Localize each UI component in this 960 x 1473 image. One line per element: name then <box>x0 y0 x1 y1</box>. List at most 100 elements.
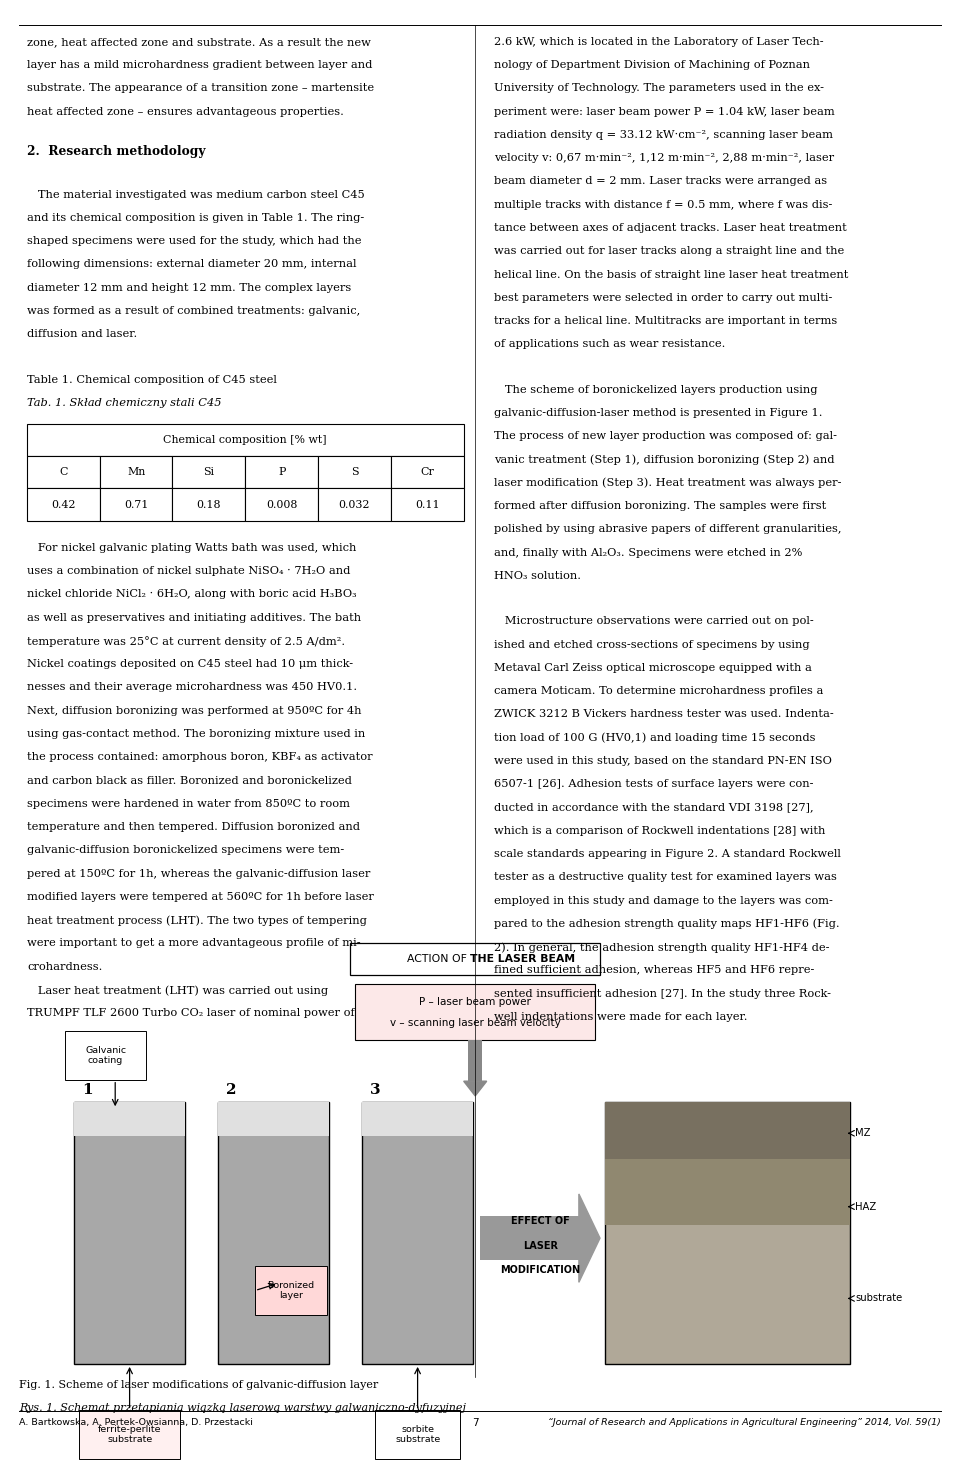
Text: tance between axes of adjacent tracks. Laser heat treatment: tance between axes of adjacent tracks. L… <box>494 222 847 233</box>
Text: multiple tracks with distance f = 0.5 mm, where f was dis-: multiple tracks with distance f = 0.5 mm… <box>494 200 832 209</box>
Text: Fig. 1. Scheme of laser modifications of galvanic-diffusion layer: Fig. 1. Scheme of laser modifications of… <box>19 1380 378 1391</box>
Text: camera Moticam. To determine microhardness profiles a: camera Moticam. To determine microhardne… <box>494 686 824 697</box>
FancyBboxPatch shape <box>75 1102 184 1136</box>
Text: Table 1. Chemical composition of C45 steel: Table 1. Chemical composition of C45 ste… <box>27 374 276 384</box>
FancyBboxPatch shape <box>605 1102 850 1364</box>
FancyBboxPatch shape <box>255 1267 326 1315</box>
Text: were important to get a more advantageous profile of mi-: were important to get a more advantageou… <box>27 938 361 949</box>
Text: was formed as a result of combined treatments: galvanic,: was formed as a result of combined treat… <box>27 306 360 317</box>
Polygon shape <box>464 1081 487 1096</box>
Text: laser modification (Step 3). Heat treatment was always per-: laser modification (Step 3). Heat treatm… <box>494 477 842 489</box>
FancyBboxPatch shape <box>65 1031 147 1080</box>
Text: Si: Si <box>204 467 214 477</box>
Text: MZ: MZ <box>855 1128 871 1139</box>
Text: 6507-1 [26]. Adhesion tests of surface layers were con-: 6507-1 [26]. Adhesion tests of surface l… <box>494 779 814 790</box>
FancyBboxPatch shape <box>75 1102 184 1364</box>
FancyBboxPatch shape <box>391 489 464 521</box>
Text: uses a combination of nickel sulphate NiSO₄ · 7H₂O and: uses a combination of nickel sulphate Ni… <box>27 566 350 576</box>
Text: periment were: laser beam power P = 1.04 kW, laser beam: periment were: laser beam power P = 1.04… <box>494 106 835 116</box>
Text: ducted in accordance with the standard VDI 3198 [27],: ducted in accordance with the standard V… <box>494 803 814 813</box>
Text: substrate. The appearance of a transition zone – martensite: substrate. The appearance of a transitio… <box>27 84 374 93</box>
Text: velocity v: 0,67 m·min⁻², 1,12 m·min⁻², 2,88 m·min⁻², laser: velocity v: 0,67 m·min⁻², 1,12 m·min⁻², … <box>494 153 834 164</box>
FancyBboxPatch shape <box>173 457 246 489</box>
Text: University of Technology. The parameters used in the ex-: University of Technology. The parameters… <box>494 84 825 93</box>
Text: For nickel galvanic plating Watts bath was used, which: For nickel galvanic plating Watts bath w… <box>27 544 356 552</box>
Text: of applications such as wear resistance.: of applications such as wear resistance. <box>494 339 726 349</box>
Text: 0.008: 0.008 <box>266 499 298 510</box>
FancyBboxPatch shape <box>27 457 100 489</box>
Text: pared to the adhesion strength quality maps HF1-HF6 (Fig.: pared to the adhesion strength quality m… <box>494 919 840 929</box>
FancyBboxPatch shape <box>318 489 391 521</box>
Text: radiation density q = 33.12 kW·cm⁻², scanning laser beam: radiation density q = 33.12 kW·cm⁻², sca… <box>494 130 833 140</box>
Text: sorbite
substrate: sorbite substrate <box>395 1424 441 1445</box>
FancyBboxPatch shape <box>27 424 464 457</box>
Text: 2: 2 <box>227 1083 236 1097</box>
FancyBboxPatch shape <box>246 489 318 521</box>
Text: P: P <box>278 467 285 477</box>
Text: Microstructure observations were carried out on pol-: Microstructure observations were carried… <box>494 616 814 626</box>
Text: Tab. 1. Skład chemiczny stali C45: Tab. 1. Skład chemiczny stali C45 <box>27 398 222 408</box>
Text: P – laser beam power: P – laser beam power <box>420 997 531 1008</box>
FancyBboxPatch shape <box>246 457 318 489</box>
Text: were used in this study, based on the standard PN-EN ISO: were used in this study, based on the st… <box>494 756 832 766</box>
Text: shaped specimens were used for the study, which had the: shaped specimens were used for the study… <box>27 236 361 246</box>
Text: zone, heat affected zone and substrate. As a result the new: zone, heat affected zone and substrate. … <box>27 37 371 47</box>
Text: 0.71: 0.71 <box>124 499 148 510</box>
Text: ished and etched cross-sections of specimens by using: ished and etched cross-sections of speci… <box>494 639 810 650</box>
Text: 0.032: 0.032 <box>339 499 371 510</box>
FancyBboxPatch shape <box>355 984 595 1040</box>
Text: using gas-contact method. The boronizing mixture used in: using gas-contact method. The boronizing… <box>27 729 365 739</box>
Text: Metaval Carl Zeiss optical microscope equipped with a: Metaval Carl Zeiss optical microscope eq… <box>494 663 812 673</box>
Text: MODIFICATION: MODIFICATION <box>500 1265 580 1274</box>
Text: heat treatment process (LHT). The two types of tempering: heat treatment process (LHT). The two ty… <box>27 915 367 925</box>
FancyBboxPatch shape <box>480 1217 579 1261</box>
Text: Laser heat treatment (LHT) was carried out using: Laser heat treatment (LHT) was carried o… <box>27 985 328 996</box>
Text: modified layers were tempered at 560ºC for 1h before laser: modified layers were tempered at 560ºC f… <box>27 893 373 901</box>
Text: Chemical composition [% wt]: Chemical composition [% wt] <box>163 435 327 445</box>
FancyBboxPatch shape <box>375 1411 460 1458</box>
Text: diameter 12 mm and height 12 mm. The complex layers: diameter 12 mm and height 12 mm. The com… <box>27 283 351 293</box>
FancyBboxPatch shape <box>362 1102 472 1364</box>
Text: EFFECT OF: EFFECT OF <box>511 1217 569 1227</box>
Text: The scheme of boronickelized layers production using: The scheme of boronickelized layers prod… <box>494 384 818 395</box>
Text: substrate: substrate <box>855 1293 902 1304</box>
Text: tracks for a helical line. Multitracks are important in terms: tracks for a helical line. Multitracks a… <box>494 317 838 326</box>
FancyBboxPatch shape <box>100 489 173 521</box>
Text: “Journal of Research and Applications in Agricultural Engineering” 2014, Vol. 59: “Journal of Research and Applications in… <box>548 1418 941 1427</box>
Text: nesses and their average microhardness was 450 HV0.1.: nesses and their average microhardness w… <box>27 682 357 692</box>
Text: 0.18: 0.18 <box>197 499 221 510</box>
Text: sented insufficient adhesion [27]. In the study three Rock-: sented insufficient adhesion [27]. In th… <box>494 988 831 999</box>
Text: Mn: Mn <box>127 467 145 477</box>
Text: 1: 1 <box>83 1083 93 1097</box>
Text: ZWICK 3212 B Vickers hardness tester was used. Indenta-: ZWICK 3212 B Vickers hardness tester was… <box>494 710 834 719</box>
Text: Boronized
layer: Boronized layer <box>267 1282 315 1301</box>
FancyBboxPatch shape <box>605 1159 850 1226</box>
Text: LASER: LASER <box>523 1242 558 1251</box>
Text: HNO₃ solution.: HNO₃ solution. <box>494 572 582 580</box>
Text: fined sufficient adhesion, whereas HF5 and HF6 repre-: fined sufficient adhesion, whereas HF5 a… <box>494 965 815 975</box>
Text: S: S <box>350 467 358 477</box>
Text: ACTION OF: ACTION OF <box>407 955 470 963</box>
Text: nickel chloride NiCl₂ · 6H₂O, along with boric acid H₃BO₃: nickel chloride NiCl₂ · 6H₂O, along with… <box>27 589 356 600</box>
Text: helical line. On the basis of straight line laser heat treatment: helical line. On the basis of straight l… <box>494 270 849 280</box>
Text: THE LASER BEAM: THE LASER BEAM <box>470 955 576 963</box>
Text: galvanic-diffusion boronickelized specimens were tem-: galvanic-diffusion boronickelized specim… <box>27 846 344 856</box>
FancyBboxPatch shape <box>391 457 464 489</box>
Text: 7: 7 <box>472 1418 478 1429</box>
Text: heat affected zone – ensures advantageous properties.: heat affected zone – ensures advantageou… <box>27 106 344 116</box>
FancyBboxPatch shape <box>218 1102 328 1136</box>
Text: 0.42: 0.42 <box>51 499 76 510</box>
FancyBboxPatch shape <box>27 489 100 521</box>
Text: following dimensions: external diameter 20 mm, internal: following dimensions: external diameter … <box>27 259 356 270</box>
FancyBboxPatch shape <box>362 1102 472 1136</box>
Text: 0.11: 0.11 <box>415 499 440 510</box>
Text: employed in this study and damage to the layers was com-: employed in this study and damage to the… <box>494 896 833 906</box>
Text: beam diameter d = 2 mm. Laser tracks were arranged as: beam diameter d = 2 mm. Laser tracks wer… <box>494 177 828 187</box>
Text: as well as preservatives and initiating additives. The bath: as well as preservatives and initiating … <box>27 613 361 623</box>
Text: galvanic-diffusion-laser method is presented in Figure 1.: galvanic-diffusion-laser method is prese… <box>494 408 823 418</box>
FancyBboxPatch shape <box>318 457 391 489</box>
Text: the process contained: amorphous boron, KBF₄ as activator: the process contained: amorphous boron, … <box>27 753 372 763</box>
Text: and carbon black as filler. Boronized and boronickelized: and carbon black as filler. Boronized an… <box>27 776 351 785</box>
Text: Next, diffusion boronizing was performed at 950ºC for 4h: Next, diffusion boronizing was performed… <box>27 706 361 716</box>
Text: TRUMPF TLF 2600 Turbo CO₂ laser of nominal power of: TRUMPF TLF 2600 Turbo CO₂ laser of nomin… <box>27 1009 354 1018</box>
